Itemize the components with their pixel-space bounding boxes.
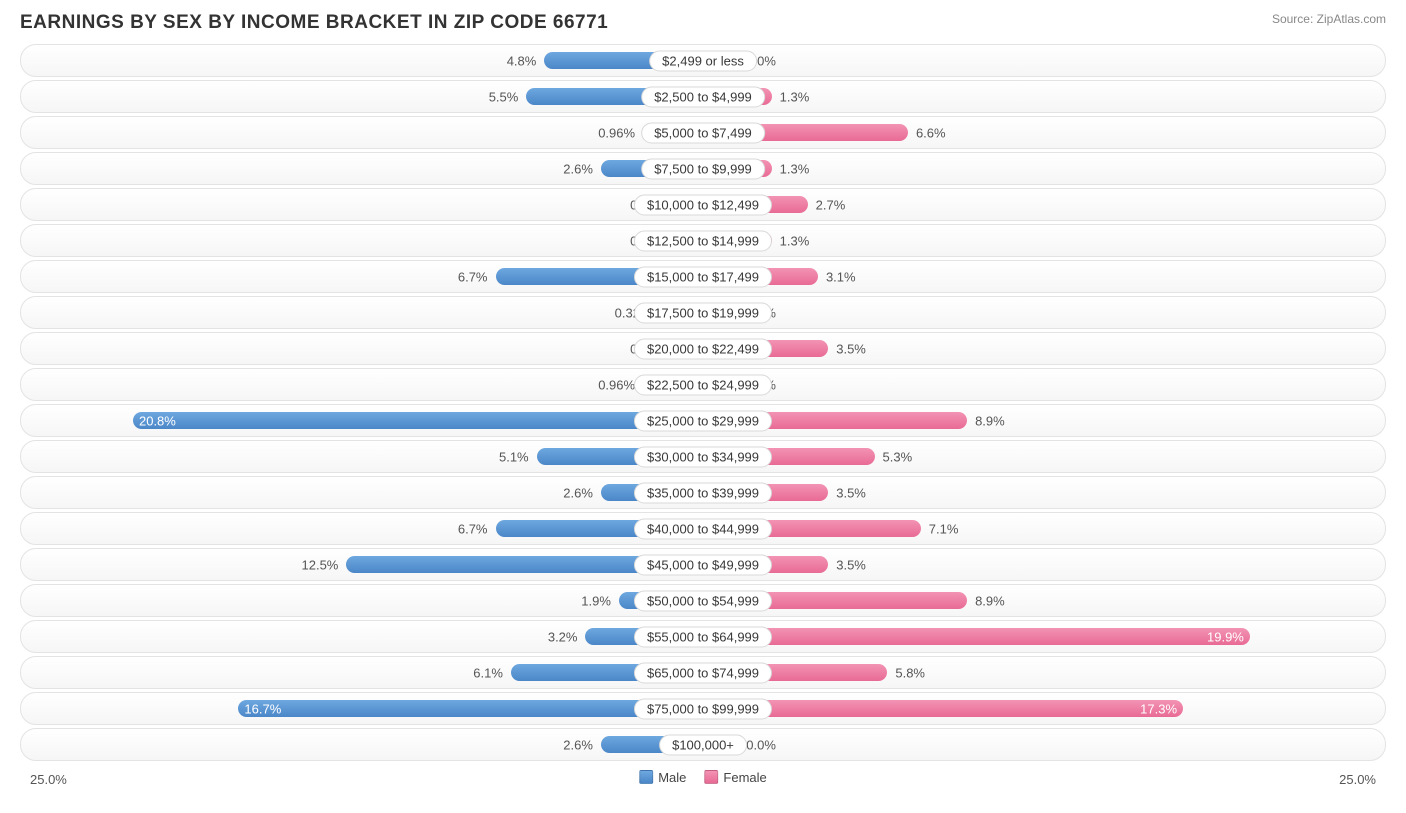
bracket-label: $7,500 to $9,999 — [641, 158, 765, 179]
bracket-label: $25,000 to $29,999 — [634, 410, 772, 431]
chart-row: 20.8% 8.9% $25,000 to $29,999 — [20, 404, 1386, 437]
female-value-label: 5.8% — [887, 665, 925, 680]
male-value-label: 16.7% — [244, 701, 281, 716]
bracket-label: $50,000 to $54,999 — [634, 590, 772, 611]
bracket-label: $15,000 to $17,499 — [634, 266, 772, 287]
male-value-label: 3.2% — [548, 629, 586, 644]
female-value-label: 8.9% — [967, 413, 1005, 428]
chart-row: 16.7% 17.3% $75,000 to $99,999 — [20, 692, 1386, 725]
male-bar: 20.8% — [133, 412, 703, 429]
female-value-label: 1.3% — [772, 161, 810, 176]
chart-row: 2.6% 3.5% $35,000 to $39,999 — [20, 476, 1386, 509]
female-value-label: 17.3% — [1140, 701, 1177, 716]
male-value-label: 6.1% — [473, 665, 511, 680]
female-value-label: 3.5% — [828, 557, 866, 572]
legend-item-male: Male — [639, 770, 686, 785]
chart-row: 6.7% 3.1% $15,000 to $17,499 — [20, 260, 1386, 293]
chart-row: 0.0%2.7%$10,000 to $12,499 — [20, 188, 1386, 221]
bracket-label: $22,500 to $24,999 — [634, 374, 772, 395]
female-value-label: 3.5% — [828, 341, 866, 356]
bracket-label: $30,000 to $34,999 — [634, 446, 772, 467]
bracket-label: $17,500 to $19,999 — [634, 302, 772, 323]
source-attribution: Source: ZipAtlas.com — [1272, 12, 1386, 26]
chart-row: 5.5% 1.3% $2,500 to $4,999 — [20, 80, 1386, 113]
female-value-label: 2.7% — [808, 197, 846, 212]
female-value-label: 6.6% — [908, 125, 946, 140]
bracket-label: $65,000 to $74,999 — [634, 662, 772, 683]
female-value-label: 3.5% — [828, 485, 866, 500]
female-value-label: 1.3% — [772, 89, 810, 104]
female-value-label: 5.3% — [875, 449, 913, 464]
female-value-label: 1.3% — [772, 233, 810, 248]
bracket-label: $45,000 to $49,999 — [634, 554, 772, 575]
chart-row: 0.96% 6.6% $5,000 to $7,499 — [20, 116, 1386, 149]
chart-row: 0.0%3.5%$20,000 to $22,499 — [20, 332, 1386, 365]
female-value-label: 7.1% — [921, 521, 959, 536]
male-value-label: 0.96% — [598, 125, 643, 140]
legend: Male Female — [639, 770, 767, 785]
bracket-label: $20,000 to $22,499 — [634, 338, 772, 359]
male-value-label: 1.9% — [581, 593, 619, 608]
chart-row: 0.32%0.0%$17,500 to $19,999 — [20, 296, 1386, 329]
chart-row: 3.2% 19.9% $55,000 to $64,999 — [20, 620, 1386, 653]
legend-label-female: Female — [723, 770, 766, 785]
chart-footer: 25.0% Male Female 25.0% — [0, 764, 1406, 804]
page-title: EARNINGS BY SEX BY INCOME BRACKET IN ZIP… — [20, 12, 608, 34]
bracket-label: $10,000 to $12,499 — [634, 194, 772, 215]
bracket-label: $5,000 to $7,499 — [641, 122, 765, 143]
female-value-label: 8.9% — [967, 593, 1005, 608]
bracket-label: $2,500 to $4,999 — [641, 86, 765, 107]
female-value-label: 3.1% — [818, 269, 856, 284]
male-value-label: 2.6% — [563, 485, 601, 500]
chart-row: 0.96%0.0%$22,500 to $24,999 — [20, 368, 1386, 401]
male-value-label: 5.1% — [499, 449, 537, 464]
chart-row: 12.5% 3.5% $45,000 to $49,999 — [20, 548, 1386, 581]
axis-max-left: 25.0% — [30, 772, 67, 787]
male-value-label: 5.5% — [489, 89, 527, 104]
axis-max-right: 25.0% — [1339, 772, 1376, 787]
header: EARNINGS BY SEX BY INCOME BRACKET IN ZIP… — [0, 0, 1406, 42]
chart-row: 6.1% 5.8% $65,000 to $74,999 — [20, 656, 1386, 689]
swatch-female — [704, 770, 718, 784]
swatch-male — [639, 770, 653, 784]
chart-row: 2.6%0.0%$100,000+ — [20, 728, 1386, 761]
chart-row: 0.0%1.3%$12,500 to $14,999 — [20, 224, 1386, 257]
chart-row: 2.6% 1.3% $7,500 to $9,999 — [20, 152, 1386, 185]
chart-row: 1.9% 8.9% $50,000 to $54,999 — [20, 584, 1386, 617]
male-value-label: 6.7% — [458, 269, 496, 284]
male-value-label: 6.7% — [458, 521, 496, 536]
female-value-label: 19.9% — [1207, 629, 1244, 644]
legend-label-male: Male — [658, 770, 686, 785]
bracket-label: $12,500 to $14,999 — [634, 230, 772, 251]
male-value-label: 12.5% — [302, 557, 347, 572]
bracket-label: $40,000 to $44,999 — [634, 518, 772, 539]
chart-area: 4.8%0.0%$2,499 or less 5.5% 1.3% $2,500 to … — [0, 42, 1406, 761]
bracket-label: $75,000 to $99,999 — [634, 698, 772, 719]
legend-item-female: Female — [704, 770, 766, 785]
bracket-label: $2,499 or less — [649, 50, 757, 71]
bracket-label: $100,000+ — [659, 734, 747, 755]
bracket-label: $35,000 to $39,999 — [634, 482, 772, 503]
female-bar: 17.3% — [703, 700, 1183, 717]
male-value-label: 2.6% — [563, 737, 601, 752]
chart-row: 6.7% 7.1% $40,000 to $44,999 — [20, 512, 1386, 545]
chart-row: 5.1% 5.3% $30,000 to $34,999 — [20, 440, 1386, 473]
female-bar: 19.9% — [703, 628, 1250, 645]
male-value-label: 20.8% — [139, 413, 176, 428]
male-value-label: 2.6% — [563, 161, 601, 176]
bracket-label: $55,000 to $64,999 — [634, 626, 772, 647]
chart-row: 4.8%0.0%$2,499 or less — [20, 44, 1386, 77]
male-value-label: 4.8% — [507, 53, 545, 68]
